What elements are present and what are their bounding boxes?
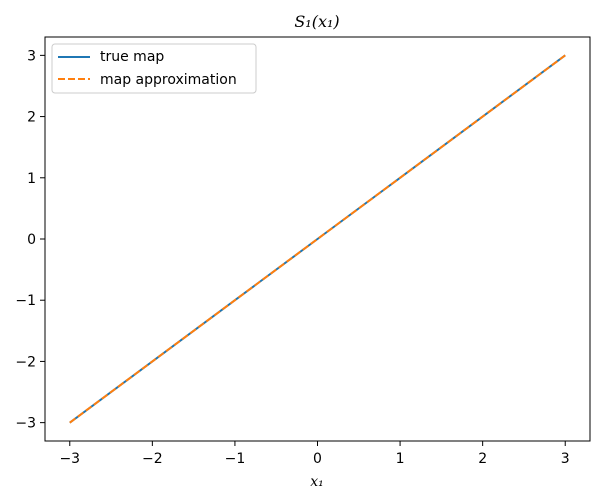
x-tick-label: 1 — [396, 451, 405, 467]
y-axis: −3 −2 −1 0 1 2 3 — [15, 48, 45, 432]
x-axis-label: x₁ — [310, 474, 324, 490]
x-tick-label: 0 — [313, 451, 322, 467]
chart-title: S₁(x₁) — [294, 12, 339, 31]
x-tick-label: −1 — [225, 451, 246, 467]
series-layer — [69, 54, 566, 424]
y-tick-label: −2 — [15, 354, 36, 370]
x-tick-label: 2 — [478, 451, 487, 467]
y-tick-label: −3 — [15, 416, 36, 432]
y-tick-label: 1 — [27, 171, 36, 187]
series-line-map-approximation — [69, 54, 566, 424]
legend-label-true-map: true map — [100, 49, 164, 65]
x-tick-label: 3 — [561, 451, 570, 467]
x-tick-label: −3 — [59, 451, 80, 467]
x-axis: −3 −2 −1 0 1 2 3 — [59, 441, 570, 467]
y-tick-label: 0 — [27, 232, 36, 248]
x-tick-label: −2 — [142, 451, 163, 467]
y-tick-label: 3 — [27, 48, 36, 64]
y-tick-label: 2 — [27, 110, 36, 126]
legend-box — [51, 43, 257, 94]
legend: true map map approximation — [51, 43, 257, 94]
y-tick-label: −1 — [15, 293, 36, 309]
legend-label-map-approximation: map approximation — [100, 72, 237, 88]
